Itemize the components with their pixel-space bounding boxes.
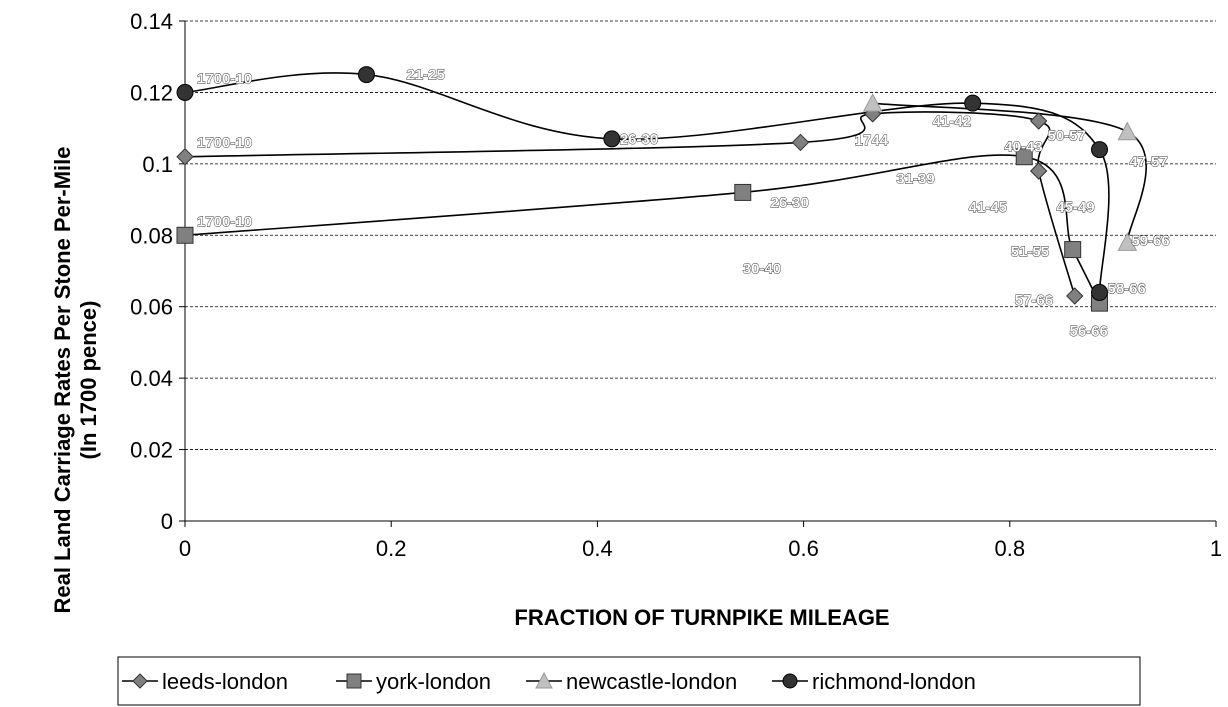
y-tick-label: 0.06 — [130, 295, 173, 320]
data-label-york-london: 51-55 — [1011, 244, 1049, 261]
marker-york-london — [176, 226, 194, 244]
y-tick-label: 0.02 — [130, 438, 173, 463]
marker-newcastle-london — [1117, 121, 1138, 141]
x-axis-title: FRACTION OF TURNPIKE MILEAGE — [514, 605, 889, 630]
data-label-leeds-london: 1700-10 — [197, 135, 252, 152]
x-tick-label: 1 — [1210, 536, 1222, 561]
marker-leeds-london — [1066, 287, 1084, 305]
legend-label-newcastle-london: newcastle-london — [566, 669, 737, 694]
annotation-label: 31-39 — [896, 171, 934, 188]
marker-leeds-london — [176, 148, 194, 166]
marker-richmond-london — [964, 94, 982, 112]
x-tick-label: 0.6 — [788, 536, 819, 561]
y-tick-label: 0 — [161, 509, 173, 534]
marker-leeds-london — [1029, 162, 1048, 180]
x-tick-label: 0 — [179, 536, 191, 561]
data-label-richmond-london: 1700-10 — [197, 70, 252, 87]
data-label-newcastle-london: 47-57 — [1129, 154, 1167, 171]
y-tick-label: 0.1 — [142, 152, 173, 177]
marker-newcastle-london — [862, 93, 883, 112]
data-label-richmond-london: 21-25 — [406, 67, 444, 84]
legend-marker-newcastle-london — [535, 671, 553, 689]
data-label-york-london: 56-66 — [1069, 323, 1107, 340]
legend-marker-richmond-london — [782, 673, 798, 689]
marker-richmond-london — [1090, 283, 1108, 301]
x-tick-label: 0.4 — [582, 536, 613, 561]
series-line-newcastle-london — [872, 102, 1147, 243]
tick-labels: 0 0.02 0.04 0.06 0.08 0.1 0.12 0.14 0 0.2 0.4 0.6 0.… — [130, 9, 1222, 561]
data-label-richmond-london: 58-66 — [1107, 280, 1145, 297]
data-label-york-london: 30-40 — [743, 260, 781, 277]
data-label-richmond-london: 50-57 — [1047, 128, 1085, 145]
marker-leeds-london — [791, 133, 810, 152]
data-label-richmond-london: 41-42 — [933, 113, 971, 130]
data-label-richmond-london: 26-30 — [620, 131, 658, 148]
data-label-leeds-london: 41-45 — [969, 199, 1007, 216]
annotation-label: 45-49 — [1056, 199, 1094, 216]
data-label-leeds-london: 57-66 — [1015, 292, 1053, 309]
marker-york-london — [1015, 148, 1033, 166]
x-tick-label: 0.8 — [995, 536, 1026, 561]
y-axis-title-line1: Real Land Carriage Rates Per Stone Per-M… — [50, 146, 75, 613]
marker-richmond-london — [176, 83, 194, 101]
marker-richmond-london — [357, 66, 375, 84]
marker-leeds-london — [1029, 112, 1048, 130]
marker-york-london — [734, 183, 752, 201]
marker-richmond-london — [1090, 141, 1108, 159]
legend-marker-york-london — [346, 673, 362, 689]
data-label-york-london: 40-43 — [1004, 139, 1042, 156]
legend-label-york-london: york-london — [376, 669, 491, 694]
marker-york-london — [1064, 241, 1082, 259]
legend-box — [117, 656, 1141, 706]
gridlines — [185, 20, 1216, 450]
legend-marker-leeds-london — [132, 673, 148, 689]
data-label-leeds-london: 26-30 — [771, 194, 809, 211]
y-tick-label: 0.12 — [130, 80, 173, 105]
y-tick-label: 0.14 — [130, 9, 173, 34]
marker-newcastle-london — [1117, 232, 1138, 251]
data-label-leeds-london: 1744 — [855, 132, 889, 149]
y-tick-label: 0.04 — [130, 366, 173, 391]
legend-label-leeds-london: leeds-london — [162, 669, 288, 694]
legend: leeds-london york-london newcastle-london r… — [117, 656, 1141, 706]
y-tick-label: 0.08 — [130, 223, 173, 248]
data-label-york-london: 1700-10 — [197, 213, 252, 230]
legend-label-richmond-london: richmond-london — [812, 669, 976, 694]
marker-richmond-london — [603, 130, 621, 148]
data-labels: 1700-10 26-30 1744 41-45 57-66 1700-10 30-40 40… — [197, 66, 1171, 340]
y-axis-title-line2: (In 1700 pence) — [76, 301, 101, 460]
series-markers — [176, 66, 1138, 312]
data-label-newcastle-london: 59-66 — [1131, 232, 1169, 249]
x-tick-label: 0.2 — [376, 536, 407, 561]
